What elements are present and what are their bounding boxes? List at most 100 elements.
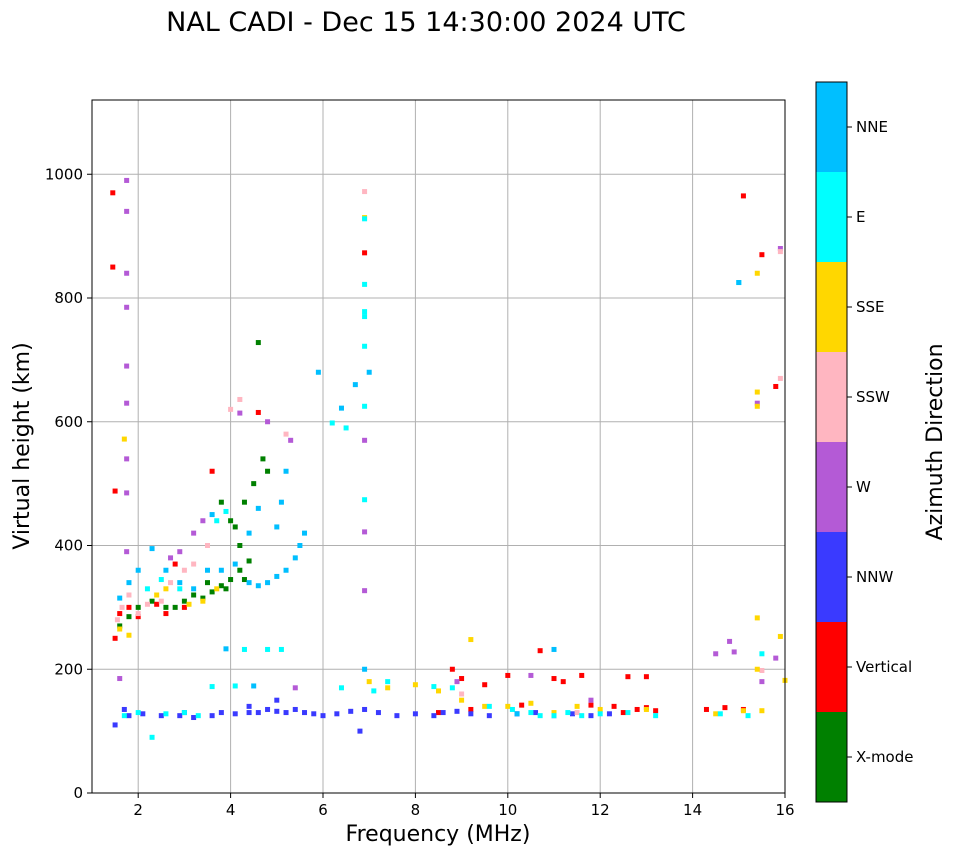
data-point — [482, 703, 488, 709]
data-point — [362, 497, 368, 503]
data-point — [412, 711, 418, 717]
data-point — [643, 706, 649, 712]
data-point — [218, 567, 224, 573]
data-point — [509, 706, 515, 712]
data-point — [551, 676, 557, 682]
x-tick-label: 6 — [318, 801, 328, 819]
data-point — [412, 682, 418, 688]
data-point — [241, 499, 247, 505]
data-point — [237, 396, 243, 402]
data-point — [777, 633, 783, 639]
data-point — [449, 685, 455, 691]
data-point — [232, 711, 238, 717]
colorbar-tick-label: W — [856, 478, 871, 496]
x-tick-label: 2 — [133, 801, 143, 819]
data-point — [759, 708, 765, 714]
data-point — [274, 697, 280, 703]
data-point — [334, 711, 340, 717]
colorbar-segment — [816, 82, 847, 172]
data-point — [777, 249, 783, 255]
data-point — [569, 711, 575, 717]
data-point — [352, 382, 358, 388]
data-point — [754, 389, 760, 395]
data-point — [126, 580, 132, 586]
data-point — [265, 646, 271, 652]
data-point — [232, 683, 238, 689]
data-point — [436, 688, 441, 694]
data-point — [255, 340, 261, 346]
data-point — [209, 589, 215, 595]
data-point — [717, 711, 723, 717]
data-point — [574, 710, 580, 716]
data-point — [255, 505, 261, 511]
data-point — [292, 685, 298, 691]
data-point — [124, 304, 130, 310]
data-point — [653, 708, 659, 714]
data-point — [459, 697, 465, 703]
data-point — [218, 583, 224, 589]
data-point — [385, 679, 391, 685]
data-point — [482, 682, 488, 688]
data-point — [124, 208, 130, 214]
x-axis-ticks: 2 4 6 8 10 12 14 16 — [133, 793, 795, 819]
data-point — [124, 490, 130, 496]
data-point — [223, 508, 229, 514]
data-point — [237, 567, 243, 573]
chart-title: NAL CADI - Dec 15 14:30:00 2024 UTC — [166, 7, 686, 38]
data-point — [232, 561, 238, 567]
data-point — [773, 655, 779, 661]
data-point — [283, 567, 289, 573]
data-point — [149, 546, 155, 552]
data-point — [260, 456, 266, 462]
colorbar-tick-label: Vertical — [856, 658, 912, 676]
data-point — [135, 611, 141, 617]
data-point — [362, 666, 368, 672]
data-point — [205, 567, 210, 573]
data-point — [186, 601, 192, 607]
data-point — [754, 270, 760, 276]
data-point — [731, 649, 737, 655]
data-point — [114, 617, 120, 623]
data-point — [537, 648, 543, 654]
colorbar-label: Azimuth Direction — [923, 343, 948, 540]
data-point — [362, 309, 368, 315]
data-point — [214, 586, 220, 592]
data-point — [588, 697, 594, 703]
data-point — [283, 468, 289, 474]
x-axis-label: Frequency (MHz) — [346, 822, 531, 847]
data-point — [371, 688, 377, 694]
data-point — [754, 403, 760, 409]
data-point — [200, 598, 206, 604]
data-point — [265, 580, 271, 586]
data-point — [228, 577, 234, 583]
colorbar-segment — [816, 532, 847, 622]
data-point — [191, 715, 197, 721]
data-point — [579, 672, 585, 678]
data-point — [773, 383, 779, 389]
data-point — [163, 586, 169, 592]
series-vertical — [110, 190, 779, 716]
data-point — [126, 632, 132, 638]
data-point — [135, 604, 141, 610]
data-point — [135, 710, 141, 716]
data-point — [759, 651, 765, 657]
data-point — [241, 577, 247, 583]
data-point — [343, 425, 349, 431]
data-point — [713, 711, 719, 717]
data-point — [722, 705, 728, 711]
data-point — [551, 646, 557, 652]
data-point — [209, 468, 215, 474]
data-point — [255, 710, 261, 716]
y-axis-label: Virtual height (km) — [10, 342, 35, 549]
data-point — [537, 713, 543, 719]
colorbar-segment — [816, 622, 847, 712]
data-point — [223, 646, 229, 652]
data-point — [348, 708, 354, 714]
data-point — [759, 679, 765, 685]
data-point — [777, 246, 783, 251]
data-point — [209, 713, 215, 719]
data-point — [112, 488, 118, 494]
data-point — [362, 403, 368, 409]
data-point — [223, 586, 229, 592]
